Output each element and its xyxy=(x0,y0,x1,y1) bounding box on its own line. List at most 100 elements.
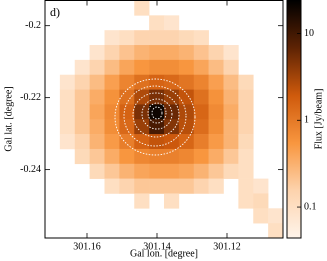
heatmap-cell xyxy=(149,119,165,135)
heatmap-cell xyxy=(253,208,269,224)
heatmap-cell xyxy=(149,74,165,90)
contour xyxy=(141,98,173,130)
heatmap-cell xyxy=(178,89,195,105)
heatmap-cell xyxy=(193,30,209,46)
heatmap-cell xyxy=(104,45,120,61)
heatmap-cell xyxy=(119,104,135,120)
heatmap-cell xyxy=(238,74,254,90)
heatmap-cell xyxy=(149,178,165,194)
heatmap-cell xyxy=(193,178,209,194)
heatmap-cell xyxy=(149,45,165,61)
heatmap-cell xyxy=(193,104,209,120)
heatmap-cell xyxy=(134,45,150,61)
heatmap-cell xyxy=(119,119,135,135)
heatmap-cell xyxy=(74,104,90,120)
heatmap-cell xyxy=(134,74,150,90)
colorbar-tick-label: 10 xyxy=(304,28,314,39)
contour xyxy=(123,85,187,147)
heatmap-cell xyxy=(238,119,254,135)
heatmap-cell xyxy=(164,104,180,120)
heatmap-cell xyxy=(208,74,224,90)
heatmap-cell xyxy=(104,74,120,90)
heatmap-cell xyxy=(193,163,209,179)
heatmap-cell xyxy=(164,119,180,135)
colorbar xyxy=(286,0,302,239)
heatmap-cell xyxy=(149,104,165,120)
heatmap-cell xyxy=(89,163,105,179)
heatmap-cell xyxy=(104,30,120,46)
heatmap-cell xyxy=(119,74,135,90)
heatmap-cell xyxy=(59,74,76,90)
heatmap-cell xyxy=(119,89,135,105)
heatmap-cell xyxy=(89,74,105,90)
heatmap-cell xyxy=(104,119,120,135)
x-tick-label: 301.16 xyxy=(73,241,101,252)
heatmap-cell xyxy=(89,59,105,76)
heatmap-cell xyxy=(223,74,239,90)
contour xyxy=(132,92,180,138)
heatmap-cell xyxy=(119,163,135,179)
colorbar-tick-label: 1 xyxy=(304,115,309,126)
heatmap-cell xyxy=(164,45,180,61)
heatmap-cell xyxy=(104,89,120,105)
heatmap-cell xyxy=(178,134,195,150)
x-axis-label: Gal lon. [degree] xyxy=(130,248,198,259)
heatmap-cell xyxy=(238,134,254,150)
heatmap-cell xyxy=(178,104,195,120)
heatmap-cell xyxy=(208,119,224,135)
heatmap-cell xyxy=(134,134,150,150)
heatmap-cell xyxy=(223,148,239,165)
plot-frame xyxy=(44,0,284,239)
y-tick-label: -0.24 xyxy=(20,164,41,175)
heatmap-cell xyxy=(193,74,209,90)
heatmap-cell xyxy=(223,104,239,120)
panel-label: d) xyxy=(50,5,60,19)
heatmap-cell xyxy=(208,134,224,150)
heatmap-cell xyxy=(164,74,180,90)
heatmap-cell xyxy=(223,119,239,135)
heatmap-cell xyxy=(238,163,254,179)
heatmap-cell xyxy=(164,15,180,31)
heatmap-cell xyxy=(164,59,180,76)
heatmap-cell xyxy=(193,45,209,61)
heatmap-cell xyxy=(238,148,254,165)
contour xyxy=(151,106,163,120)
heatmap-cell xyxy=(74,148,90,165)
heatmap-cell xyxy=(208,104,224,120)
heatmap-cell xyxy=(89,89,105,105)
heatmap-cell xyxy=(134,119,150,135)
heatmap-cell xyxy=(74,119,90,135)
heatmap-cell xyxy=(178,119,195,135)
heatmap-cell xyxy=(223,134,239,150)
contour xyxy=(147,102,167,124)
heatmap-cell xyxy=(208,45,224,61)
heatmap-cell xyxy=(223,59,239,76)
heatmap-cell xyxy=(74,59,90,76)
heatmap-cell xyxy=(178,59,195,76)
heatmap-cell xyxy=(119,178,135,194)
heatmap-cell xyxy=(134,193,150,209)
heatmap-cell xyxy=(178,30,195,46)
heatmap-cell xyxy=(89,148,105,165)
heatmap-cell xyxy=(59,119,76,135)
heatmap-cell xyxy=(119,45,135,61)
heatmap-cell xyxy=(164,163,180,179)
heatmap-cell xyxy=(268,208,284,224)
heatmap-cell xyxy=(74,74,90,90)
heatmap-cell xyxy=(59,89,76,105)
heatmap-cell xyxy=(59,104,76,120)
heatmap-cell xyxy=(178,178,195,194)
colorbar-tick-label: 0.1 xyxy=(304,201,317,212)
heatmap-cell xyxy=(74,89,90,105)
heatmap-cell xyxy=(134,59,150,76)
heatmap-cell xyxy=(193,148,209,165)
heatmap-cell xyxy=(164,30,180,46)
contour xyxy=(114,78,196,156)
heatmap-cell xyxy=(178,148,195,165)
heatmap-cell xyxy=(89,45,105,61)
heatmap-cell xyxy=(74,134,90,150)
heatmap-cell xyxy=(223,45,239,61)
heatmap-cell xyxy=(253,178,269,194)
heatmap-cell xyxy=(223,89,239,105)
